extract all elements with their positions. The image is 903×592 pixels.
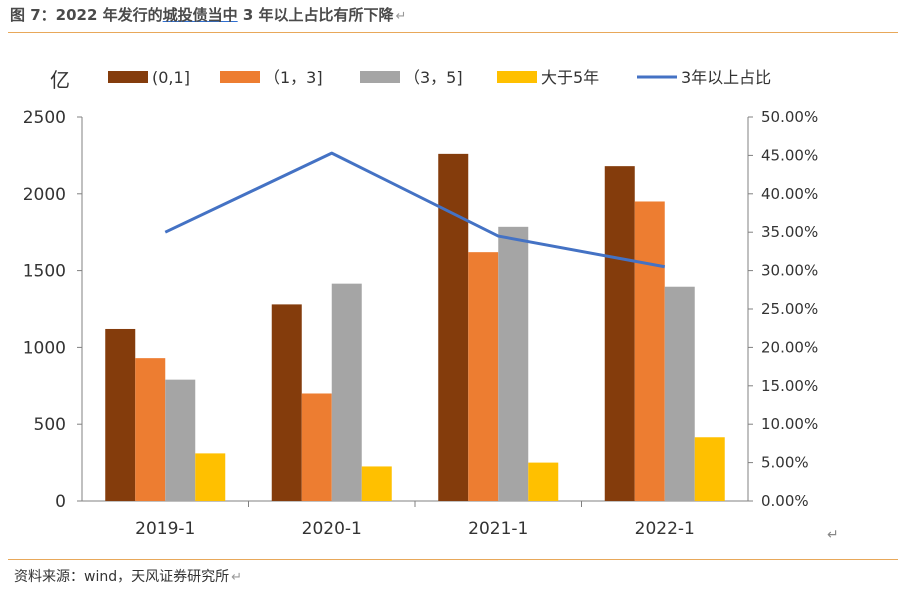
chart-area: 0 500 1000 1500 2000 2500 0.00% 5.00% 10.00% 15.0… — [0, 34, 903, 558]
y2-tick-label: 20.00% — [761, 338, 818, 356]
bar — [105, 328, 136, 501]
y2-tick-label: 5.00% — [761, 454, 809, 472]
legend-label: 3年以上占比 — [681, 68, 771, 87]
bar — [694, 437, 725, 501]
y-tick-label: 1000 — [23, 338, 66, 358]
bar — [165, 379, 196, 501]
y2-tick-label: 10.00% — [761, 415, 818, 433]
bar — [331, 283, 362, 501]
title-prefix: 图 7：2022 年发行的 — [10, 6, 163, 24]
legend-label: （1，3] — [264, 68, 323, 87]
source-text: 资料来源：wind，天风证券研究所 — [14, 569, 230, 585]
x-tick-label: 2022-1 — [635, 519, 695, 539]
legend-swatch — [360, 71, 400, 83]
source-return-mark-icon: ↵ — [231, 570, 243, 585]
y2-tick-label: 45.00% — [761, 146, 818, 164]
source-note: 资料来源：wind，天风证券研究所 ↵ — [14, 566, 242, 586]
bar — [498, 226, 529, 501]
y2-tick-label: 30.00% — [761, 262, 818, 280]
legend-swatch — [220, 71, 260, 83]
legend-label: （3，5] — [404, 68, 463, 87]
legend-swatch — [108, 71, 148, 83]
y2-tick-label: 35.00% — [761, 223, 818, 241]
x-tick-label: 2021-1 — [468, 519, 528, 539]
bar — [195, 453, 226, 501]
top-divider — [8, 32, 898, 33]
y2-tick-label: 40.00% — [761, 185, 818, 203]
y-axis-label: 亿 — [50, 68, 70, 92]
bar — [634, 201, 665, 502]
chart-svg: 0 500 1000 1500 2000 2500 0.00% 5.00% 10.00% 15.0… — [23, 68, 818, 539]
return-mark-icon: ↵ — [395, 9, 407, 24]
bar — [604, 166, 635, 502]
bar — [361, 466, 392, 501]
chart-end-mark-icon: ↵ — [827, 527, 839, 543]
y-tick-label: 0 — [55, 492, 66, 512]
y2-tick-label: 0.00% — [761, 492, 809, 510]
y2-tick-label: 50.00% — [761, 108, 818, 126]
bar — [301, 393, 332, 501]
y-tick-label: 500 — [34, 415, 66, 435]
y2-tick-label: 25.00% — [761, 300, 818, 318]
bar — [135, 358, 166, 501]
bottom-divider — [8, 559, 898, 560]
y-tick-label: 1500 — [23, 262, 66, 282]
bar — [438, 153, 469, 501]
y-tick-label: 2500 — [23, 108, 66, 128]
series-line — [164, 151, 666, 269]
x-tick-label: 2020-1 — [302, 519, 362, 539]
y2-tick-label: 15.00% — [761, 377, 818, 395]
bar — [528, 462, 559, 501]
legend-label: (0,1] — [152, 68, 190, 87]
title-suffix: 3 年以上占比有所下降 — [237, 6, 394, 24]
bar — [664, 286, 695, 501]
legend-swatch — [497, 71, 537, 83]
legend-label: 大于5年 — [541, 68, 599, 87]
x-tick-label: 2019-1 — [135, 519, 195, 539]
bar — [271, 304, 302, 501]
y-tick-label: 2000 — [23, 185, 66, 205]
chart-title: 图 7：2022 年发行的城投债当中 3 年以上占比有所下降 ↵ — [10, 4, 406, 26]
title-underlined: 城投债当中 — [162, 6, 238, 24]
bar — [468, 252, 499, 501]
